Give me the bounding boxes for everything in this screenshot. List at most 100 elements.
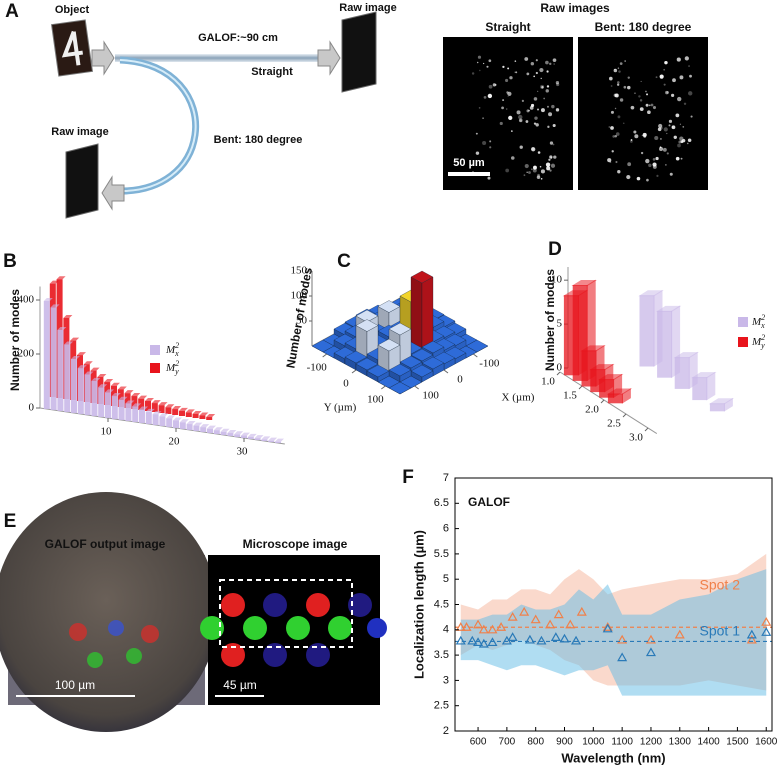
speckle [534, 116, 538, 120]
bar-top [173, 417, 182, 421]
bar-face [84, 374, 91, 415]
speckle [676, 57, 681, 62]
bar-top [90, 367, 100, 371]
marker [602, 622, 613, 631]
y-axis-label: Localization length (µm) [411, 530, 426, 679]
legend-swatch [738, 317, 748, 327]
speckle [659, 74, 664, 79]
speckle [475, 151, 480, 155]
speckle [622, 122, 625, 124]
bar-top [111, 382, 120, 386]
speckle [475, 132, 478, 135]
bar-top [49, 280, 59, 284]
bar [43, 298, 53, 409]
y-tick-label: 5.5 [434, 548, 449, 560]
speckle [648, 163, 652, 168]
scale-label: 50 µm [453, 157, 485, 169]
speckle [655, 156, 659, 161]
bar-top [70, 337, 80, 341]
bar [64, 341, 74, 412]
bar [241, 432, 250, 438]
bar-top [117, 386, 127, 390]
speckle [540, 77, 542, 80]
speckle [634, 92, 636, 94]
y-tick-label: 200 [18, 348, 35, 360]
column [388, 363, 412, 383]
bar [118, 396, 128, 420]
bar [131, 393, 141, 409]
legend-swatch [738, 337, 748, 347]
marker [536, 635, 547, 645]
speckle [515, 71, 518, 74]
bar [91, 377, 101, 416]
bar-top [50, 304, 60, 308]
speckle [477, 55, 482, 59]
x-tick [622, 413, 627, 418]
speckle [508, 115, 513, 121]
bar-top [97, 374, 107, 377]
bar-face [173, 420, 179, 428]
bar-face [158, 405, 165, 413]
speckle [688, 91, 693, 96]
panel-label: B [3, 251, 17, 272]
label: GALOF:~90 cm [198, 32, 278, 44]
bar-top [57, 327, 67, 330]
bar-top [206, 414, 216, 418]
legend-sub: y [174, 367, 179, 376]
bar [185, 409, 195, 417]
speckle [555, 108, 560, 112]
speckle [677, 96, 682, 102]
galof-core [0, 492, 218, 732]
bar-face [71, 359, 77, 413]
marker [461, 622, 472, 631]
speckle [672, 78, 676, 83]
speckle [514, 71, 516, 73]
speckle [502, 65, 505, 69]
speckle [689, 74, 692, 78]
speckle [545, 89, 549, 93]
speckle [664, 163, 667, 166]
speckle [476, 61, 479, 64]
bar-top [77, 365, 87, 369]
bar-top [185, 409, 195, 413]
bar-top [254, 435, 264, 439]
speckle [478, 107, 481, 109]
speckle [547, 105, 549, 108]
speckle [524, 163, 529, 169]
marker [761, 627, 772, 636]
speckle [523, 174, 526, 177]
speckle [646, 93, 649, 96]
speckle [525, 120, 529, 123]
speckle [507, 95, 509, 97]
marker [487, 637, 498, 647]
marker [473, 619, 484, 629]
speckle [610, 126, 614, 130]
speckle [608, 126, 610, 128]
y-tick-label: 2 [443, 725, 449, 737]
bar-top [172, 406, 182, 410]
speckle [543, 97, 546, 100]
band [460, 569, 767, 696]
speckle [505, 168, 510, 173]
bar-face [186, 424, 193, 430]
bar-top [227, 430, 237, 434]
speckle [617, 115, 621, 119]
y-tick-label: 10 [551, 274, 563, 286]
bar-face [125, 403, 132, 421]
bar [165, 404, 175, 414]
x-tick-label: 0 [457, 374, 463, 386]
bar-face [220, 431, 227, 435]
x-tick [644, 427, 649, 432]
x-axis-label: X (µm) [502, 392, 535, 404]
column-top [421, 356, 445, 370]
speckle [654, 135, 659, 141]
bar-face [172, 409, 179, 415]
bar [111, 393, 121, 419]
marker [602, 623, 613, 633]
y-axis-label: Number of modes [543, 269, 557, 371]
speckle [532, 168, 537, 173]
speckle [666, 132, 668, 135]
marker [455, 622, 466, 631]
speckle [531, 147, 536, 152]
bar-top [166, 415, 176, 419]
